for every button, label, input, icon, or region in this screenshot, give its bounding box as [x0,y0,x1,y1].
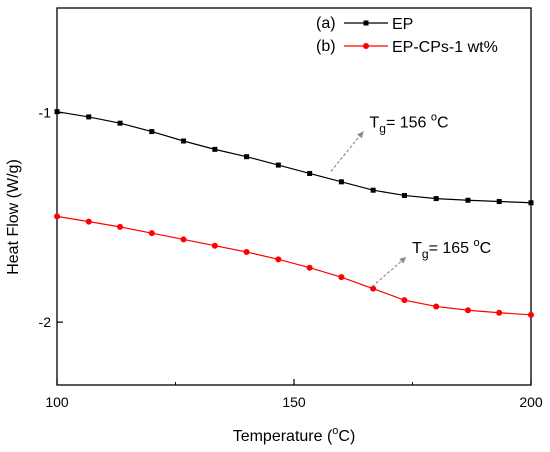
data-point [180,236,187,243]
data-point [211,242,218,249]
annotation-arrowhead [399,257,407,264]
data-point [244,154,250,160]
tg-annotation: Tg= 165 oC [371,237,491,287]
legend-marker [363,20,369,26]
y-axis-title: Heat Flow (W/g) [5,159,22,275]
data-point [464,307,471,314]
legend-label: EP-CPs-1 wt% [392,39,498,56]
series-line [56,215,532,316]
annotations-layer: Tg= 156 oC Tg= 165 oC [330,111,491,287]
legend: (a) EP (b) EP-CPs-1 wt% [316,15,498,56]
data-point [496,199,502,205]
legend-label: EP [392,16,413,33]
y-tick-label: -1 [39,105,52,121]
data-point [528,311,534,318]
data-point [528,200,534,206]
series-ep-cps [54,213,534,318]
data-point [401,297,408,304]
annotation-arrow [330,131,364,172]
data-point [306,264,313,271]
plot-area [56,7,532,386]
legend-prefix: (a) [316,15,336,32]
data-point [181,138,187,144]
data-point [433,303,440,310]
series-ep [54,109,534,206]
data-point [148,230,155,237]
data-point [433,196,439,202]
data-point [212,146,218,152]
data-point [149,129,155,135]
data-point [86,114,92,120]
data-point [54,109,60,115]
data-point [117,223,124,230]
annotation-arrowhead [357,131,364,139]
annotation-arrow [371,256,407,287]
data-point [401,192,407,198]
x-tick-label: 100 [45,394,69,410]
data-point [465,197,471,203]
x-axis-title: Temperature (oC) [233,425,356,445]
series-line [56,111,532,204]
tg-label: Tg= 165 oC [412,237,491,261]
x-tick-label: 200 [519,394,543,410]
data-point [117,120,123,126]
data-point [243,249,250,256]
y-tick-label: -2 [39,314,52,330]
tg-label: Tg= 156 oC [369,111,448,135]
legend-prefix: (b) [316,38,336,55]
data-point [307,170,313,176]
x-tick-label: 150 [282,394,306,410]
data-point [496,309,503,316]
data-point [275,256,282,263]
legend-entry-ep-cps: (b) EP-CPs-1 wt% [316,38,498,56]
plot-border [56,7,532,386]
data-point [370,285,377,292]
series-layer [54,109,534,318]
data-point [338,179,344,185]
data-point [275,162,281,168]
legend-marker [363,43,369,49]
tg-annotation: Tg= 156 oC [330,111,449,172]
axis-ticks: 100 150 200 -1 -2 [39,7,543,410]
data-point [85,218,92,225]
data-point [370,187,376,193]
legend-entry-ep: (a) EP [316,15,413,33]
data-point [54,213,60,220]
data-point [338,274,345,281]
